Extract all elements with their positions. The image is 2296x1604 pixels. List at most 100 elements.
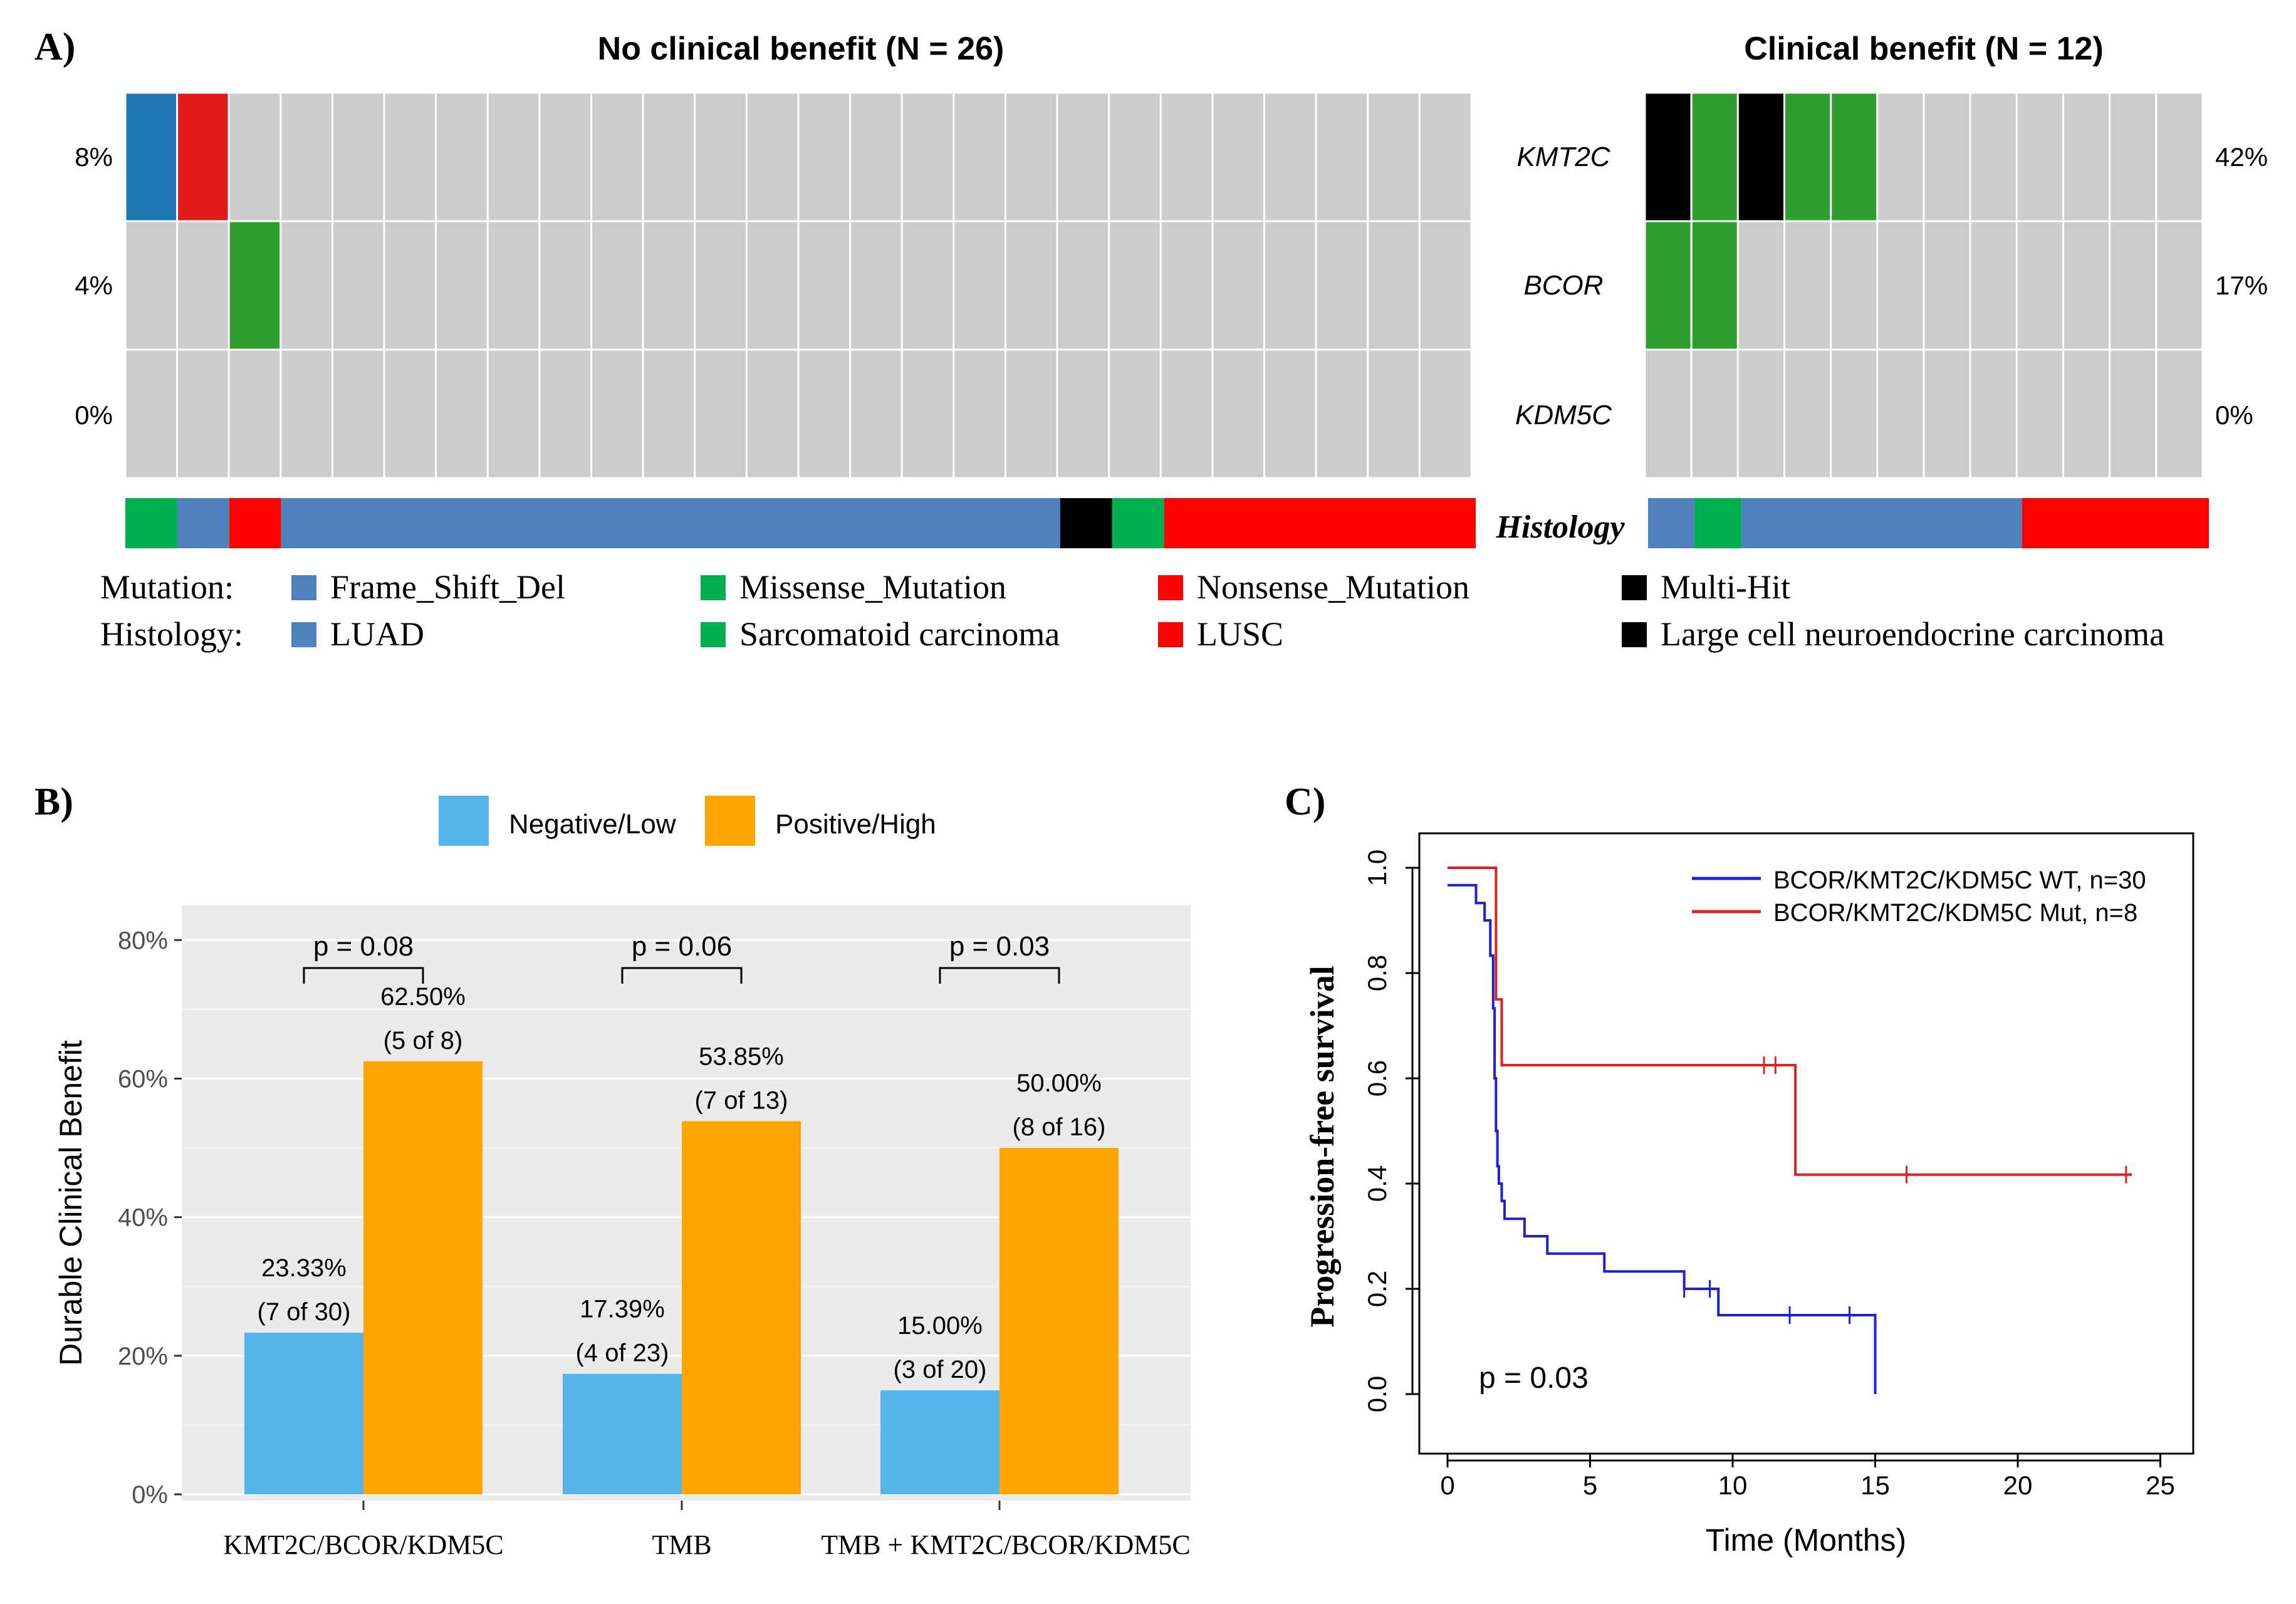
oncoplot-cell <box>590 220 644 351</box>
oncoplot-cell <box>2015 220 2064 351</box>
oncoplot-cell <box>849 220 903 351</box>
histology-segment <box>1648 498 1695 548</box>
gene-name-kmt2c: KMT2C <box>1516 142 1610 172</box>
km-y-tick-label: 0.4 <box>1362 1165 1392 1202</box>
oncoplot-cell <box>797 348 852 479</box>
oncoplot-cell <box>694 91 748 222</box>
oncoplot-cell <box>1056 91 1110 222</box>
oncoplot-cell <box>745 348 800 479</box>
oncoplot-cell <box>1159 91 1214 222</box>
oncoplot-cell <box>1690 348 1739 479</box>
bar-pct-label: 62.50% <box>380 983 466 1011</box>
right-pct-kmt2c: 42% <box>2215 142 2268 172</box>
oncoplot-cell <box>590 348 644 479</box>
oncoplot-cell <box>1211 220 1266 351</box>
km-x-tick-label: 10 <box>1718 1471 1748 1500</box>
oncoplot-cell <box>227 91 282 222</box>
legend-histology-swatch <box>291 622 316 647</box>
bar-pct-label: 15.00% <box>897 1312 983 1340</box>
oncoplot-cell <box>331 348 385 479</box>
histology-segment <box>177 498 229 548</box>
histology-segment <box>1741 498 2022 548</box>
km-plot-box <box>1418 832 2194 1455</box>
oncoplot-cell <box>1876 220 1925 351</box>
legend-mutation-label: Multi-Hit <box>1661 568 1790 606</box>
histology-bar-left <box>125 498 1476 548</box>
bar-positive-high <box>682 1121 801 1494</box>
oncoplot-cell <box>1211 91 1266 222</box>
km-curve-mut <box>1448 867 2132 1176</box>
histology-segment <box>1112 498 1164 548</box>
oncoplot-cell <box>2062 348 2111 479</box>
oncoplot-cell <box>1263 220 1317 351</box>
x-tick-label: KMT2C/BCOR/KDM5C <box>223 1529 503 1560</box>
oncoplot-cell <box>900 91 955 222</box>
oncoplot-cell <box>1783 348 1832 479</box>
legend-mutation-label: Frame_Shift_Del <box>330 568 565 606</box>
km-legend-label-mut: BCOR/KMT2C/KDM5C Mut, n=8 <box>1773 899 2137 927</box>
histology-segment <box>2022 498 2209 548</box>
right-pct-bcor: 17% <box>2215 271 2268 300</box>
oncoplot-cell <box>331 91 385 222</box>
oncoplot-cell <box>1315 348 1369 479</box>
bar-count-label: (4 of 23) <box>576 1340 669 1367</box>
oncoplot-cell <box>1108 91 1162 222</box>
oncoplot-cell <box>2109 91 2158 222</box>
p-value-label: p = 0.06 <box>632 931 732 962</box>
oncoplot-cell <box>1418 91 1473 222</box>
mutation-cell <box>124 91 179 222</box>
km-y-tick-label: 0.8 <box>1362 955 1392 991</box>
oncoplot-cell <box>2015 91 2064 222</box>
oncoplot-cell <box>952 220 1006 351</box>
oncoplot-cell <box>952 348 1006 479</box>
oncoplot-cell <box>1108 220 1162 351</box>
oncoplot-cell <box>1969 91 2018 222</box>
oncoplot-cell <box>2155 91 2204 222</box>
panel-c-label: C) <box>1285 781 1325 823</box>
oncoplot-cell <box>1108 348 1162 479</box>
p-value-label: p = 0.08 <box>313 931 414 962</box>
oncoplot-cell <box>538 91 593 222</box>
histology-segment <box>1164 498 1476 548</box>
oncoplot-cell <box>383 348 437 479</box>
histology-segment <box>125 498 177 548</box>
mutation-cell <box>1736 91 1785 222</box>
oncoplot-cell <box>2015 348 2064 479</box>
oncoplot-cell <box>331 220 385 351</box>
oncoplot-cell <box>124 220 179 351</box>
bar-pct-label: 23.33% <box>261 1254 347 1282</box>
km-x-tick-label: 0 <box>1440 1471 1454 1500</box>
oncoplot-cell <box>1969 348 2018 479</box>
significance-bracket <box>939 967 1060 984</box>
histology-segment <box>229 498 281 548</box>
legend-histology-label: Large cell neuroendocrine carcinoma <box>1661 615 2164 653</box>
oncoplot-cell <box>1418 220 1473 351</box>
legend-a: Frame_Shift_Del Missense_Mutation Nonsense… <box>291 568 2164 653</box>
panel-b-label: B) <box>34 781 73 823</box>
km-x-tick-label: 5 <box>1583 1471 1597 1500</box>
oncoplot-cell <box>538 220 593 351</box>
oncoplot-cell <box>900 220 955 351</box>
y-tick-label: 0% <box>132 1481 168 1509</box>
bar-negative-low <box>244 1332 363 1494</box>
oncoplot-cell <box>383 91 437 222</box>
histology-bar-right <box>1648 498 2209 548</box>
oncoplot-cell <box>1969 220 2018 351</box>
km-x-axis-label: Time (Months) <box>1706 1523 1906 1558</box>
legend-swatch-low <box>439 796 489 846</box>
legend-histology-label: Sarcomatoid carcinoma <box>739 615 1060 653</box>
oncoplot-cell <box>849 348 903 479</box>
oncoplot-cell <box>1736 220 1785 351</box>
oncoplot-cell <box>1004 348 1058 479</box>
bar-positive-high <box>363 1061 483 1494</box>
legend-histology-swatch <box>1622 622 1647 647</box>
bar-pct-label: 53.85% <box>699 1043 784 1070</box>
legend-histology-label: LUAD <box>330 615 424 653</box>
oncoplot-cell <box>642 91 696 222</box>
legend-histology-swatch <box>701 622 726 647</box>
mutation-cell <box>1690 91 1739 222</box>
oncoplot-cell <box>383 220 437 351</box>
significance-bracket <box>621 967 743 984</box>
oncoplot-cell <box>694 348 748 479</box>
